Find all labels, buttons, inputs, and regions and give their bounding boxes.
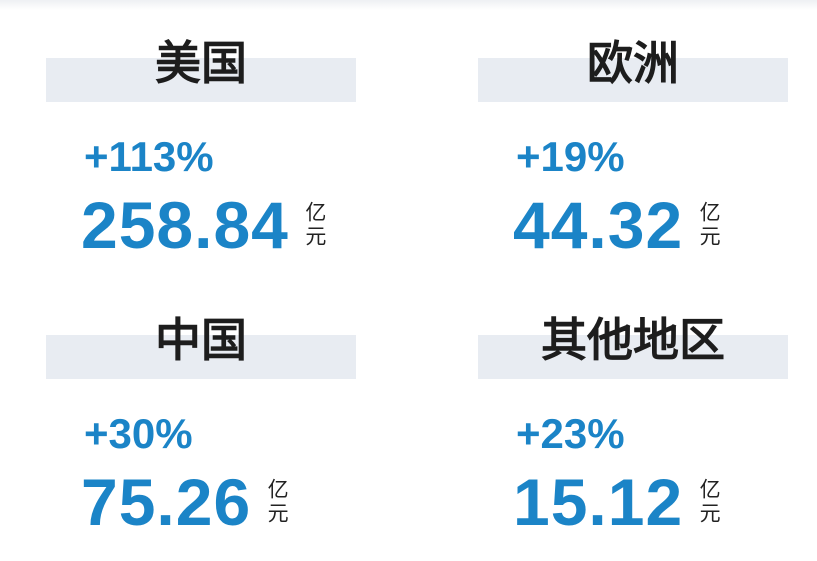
unit: 亿元 — [697, 478, 721, 526]
region-card: 中国 +30% 75.26 亿元 — [46, 312, 356, 542]
amount: 15.12 — [513, 465, 684, 539]
growth-rate: +19% — [516, 133, 625, 180]
label-band — [478, 335, 788, 379]
amount: 44.32 — [513, 188, 684, 262]
value-row: 44.32 亿元 — [513, 187, 723, 263]
region-card: 美国 +113% 258.84 亿元 — [46, 35, 356, 265]
region-name: 其他地区 — [541, 314, 725, 366]
growth-rate: +113% — [84, 133, 214, 180]
label-band — [478, 58, 788, 102]
unit: 亿元 — [302, 201, 326, 249]
label-band — [46, 58, 356, 102]
value-row: 258.84 亿元 — [81, 187, 329, 263]
value-row: 75.26 亿元 — [81, 464, 291, 540]
unit: 亿元 — [265, 478, 289, 526]
growth-rate: +30% — [84, 410, 193, 457]
growth-rate: +23% — [516, 410, 625, 457]
value-row: 15.12 亿元 — [513, 464, 723, 540]
unit: 亿元 — [697, 201, 721, 249]
region-name: 美国 — [155, 37, 247, 89]
region-name: 中国 — [155, 314, 247, 366]
region-name: 欧洲 — [587, 37, 679, 89]
region-card: 其他地区 +23% 15.12 亿元 — [478, 312, 788, 542]
amount: 258.84 — [81, 188, 289, 262]
amount: 75.26 — [81, 465, 252, 539]
region-card: 欧洲 +19% 44.32 亿元 — [478, 35, 788, 265]
label-band — [46, 335, 356, 379]
